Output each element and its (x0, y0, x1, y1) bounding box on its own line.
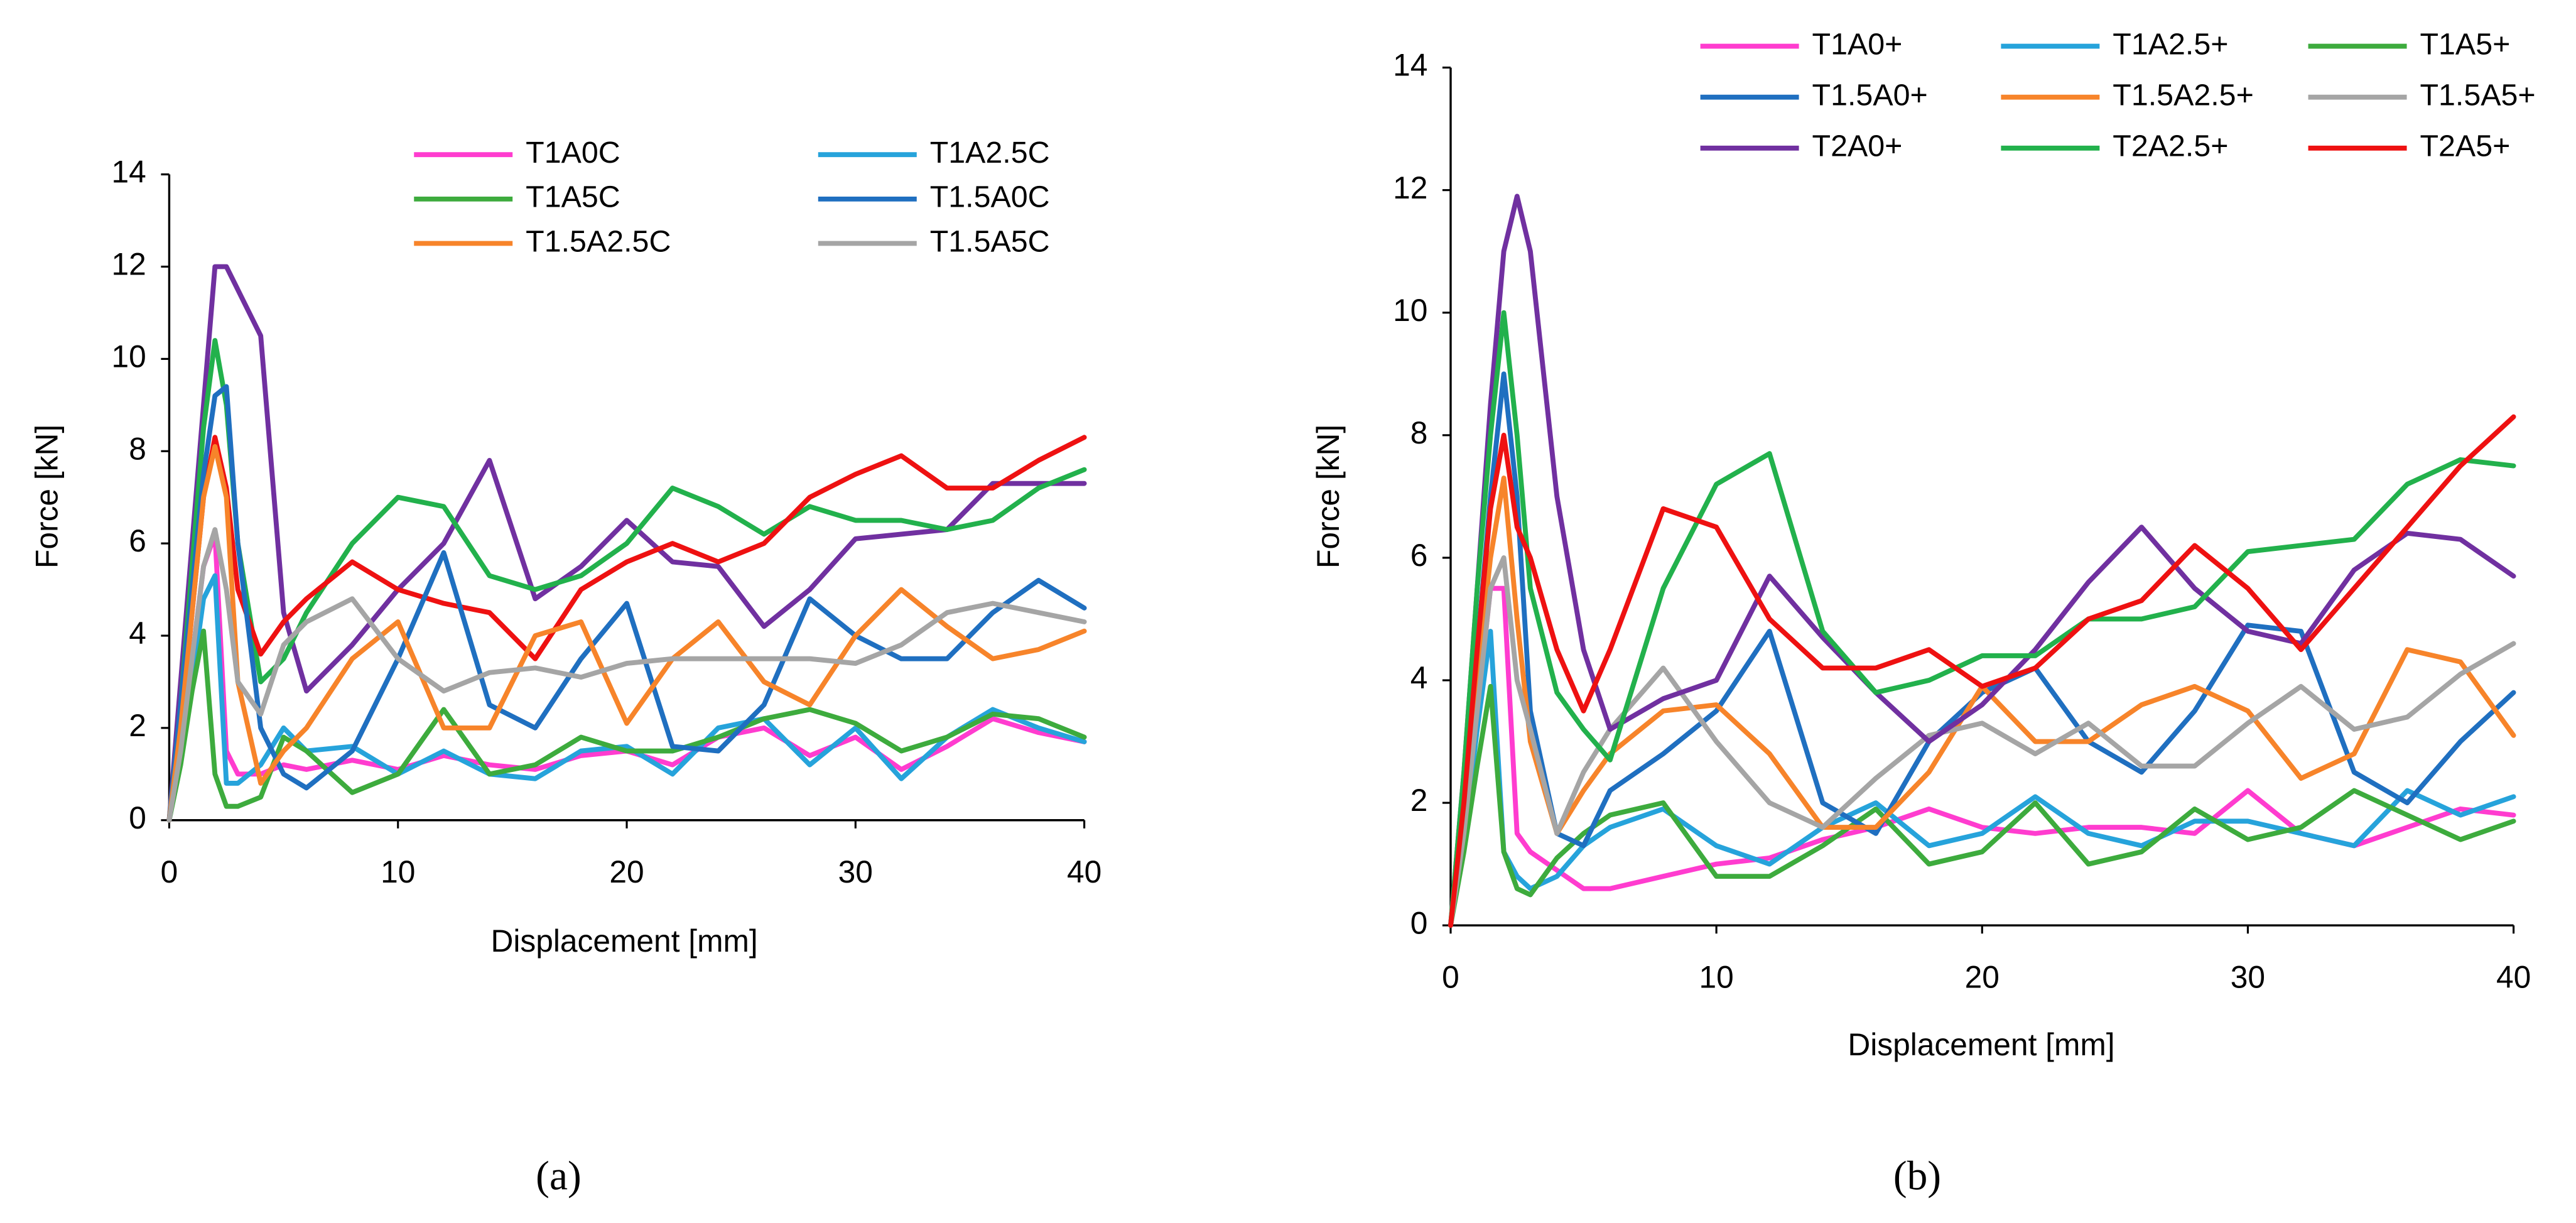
legend-label: T1.5A5+ (2420, 78, 2535, 112)
legend-label: T2A0+ (1812, 129, 1903, 163)
y-tick-label: 12 (112, 247, 146, 282)
y-tick-label: 0 (129, 800, 146, 835)
y-axis-title: Force [kN] (30, 425, 65, 568)
x-tick-label: 0 (161, 854, 178, 889)
data-line (166, 338, 1087, 823)
x-tick-label: 20 (609, 854, 644, 889)
data-line (166, 531, 1087, 823)
y-tick-label: 0 (1410, 905, 1428, 940)
data-line (1448, 310, 2516, 928)
y-tick-label: 10 (112, 339, 146, 374)
data-line (166, 264, 1087, 823)
legend-label: T2A2.5+ (2113, 129, 2228, 163)
x-tick-label: 30 (838, 854, 873, 889)
data-line (1448, 414, 2516, 928)
legend-label: T1.5A2.5+ (2113, 78, 2254, 112)
x-axis-title: Displacement [mm] (1848, 1027, 2114, 1062)
legend-label: T1A5+ (2420, 27, 2510, 61)
data-line (1448, 629, 2516, 928)
y-tick-label: 12 (1393, 170, 1427, 205)
y-tick-label: 14 (112, 155, 146, 190)
y-tick-label: 6 (129, 523, 146, 558)
caption: (a) (536, 1154, 582, 1199)
data-line (166, 527, 1087, 823)
y-tick-label: 10 (1393, 293, 1427, 328)
y-tick-label: 4 (129, 616, 146, 651)
x-tick-label: 40 (2496, 960, 2531, 995)
data-line (166, 384, 1087, 823)
legend-label: T2A5+ (2420, 129, 2510, 163)
data-line (1448, 555, 2516, 928)
legend-label: T1.5A5C (930, 224, 1050, 258)
y-tick-label: 2 (1410, 783, 1428, 818)
data-line (166, 443, 1087, 823)
y-tick-label: 8 (1410, 415, 1428, 450)
legend-label: T1A2.5+ (2113, 27, 2228, 61)
y-axis-title: Force [kN] (1311, 425, 1346, 568)
legend-label: T1A0+ (1812, 27, 1903, 61)
legend-label: T1A5C (526, 180, 620, 214)
y-tick-label: 2 (129, 708, 146, 743)
x-axis-title: Displacement [mm] (490, 923, 757, 959)
data-line (1448, 585, 2516, 928)
caption: (b) (1893, 1154, 1941, 1199)
y-tick-label: 8 (129, 431, 146, 466)
data-line (1448, 683, 2516, 928)
legend-label: T1.5A0C (930, 180, 1050, 214)
legend-label: T1.5A0+ (1812, 78, 1928, 112)
x-tick-label: 10 (381, 854, 415, 889)
x-tick-label: 40 (1067, 854, 1101, 889)
x-tick-label: 20 (1965, 960, 2000, 995)
x-tick-label: 0 (1442, 960, 1459, 995)
legend-label: T1.5A2.5C (526, 224, 671, 258)
y-tick-label: 6 (1410, 538, 1428, 573)
y-tick-label: 14 (1393, 48, 1427, 83)
legend-label: T1A0C (526, 136, 620, 170)
legend-label: T1A2.5C (930, 136, 1050, 170)
x-tick-label: 30 (2231, 960, 2265, 995)
data-line (1448, 193, 2516, 928)
data-line (166, 628, 1087, 823)
y-tick-label: 4 (1410, 660, 1428, 695)
x-tick-label: 10 (1699, 960, 1733, 995)
